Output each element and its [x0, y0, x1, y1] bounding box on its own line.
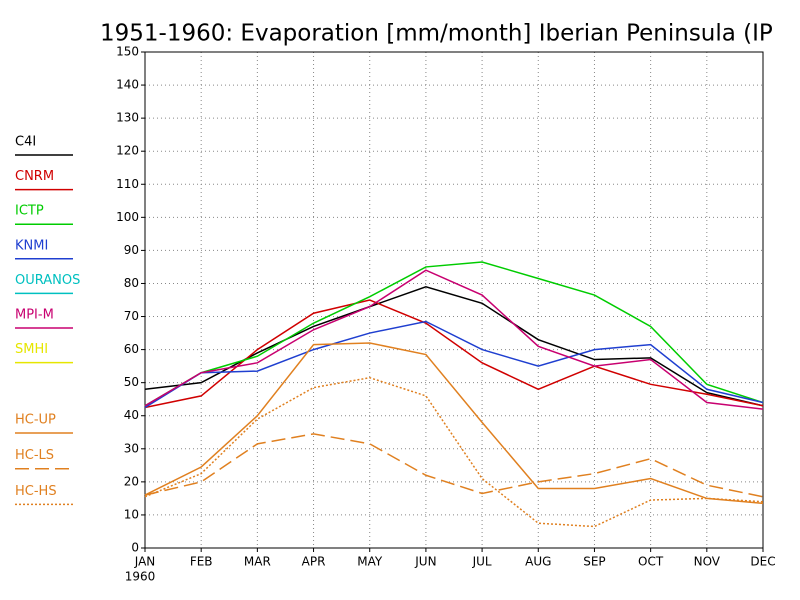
- x-tick-label: MAY: [357, 555, 383, 569]
- legend-label: C4I: [15, 135, 36, 150]
- y-tick-label: 80: [124, 276, 139, 290]
- series-line: [144, 320, 764, 409]
- x-tick-label: AUG: [525, 555, 551, 569]
- x-tick-label: JAN: [134, 555, 156, 569]
- y-tick-label: 100: [116, 210, 139, 224]
- x-tick-label: NOV: [694, 555, 721, 569]
- legend-label: HC-LS: [15, 448, 54, 463]
- legend-label: SMHI: [15, 342, 48, 357]
- x-tick-label: JUL: [472, 555, 492, 569]
- legend-label: MPI-M: [15, 308, 54, 323]
- x-tick-label: MAR: [244, 555, 271, 569]
- y-tick-label: 110: [116, 177, 139, 191]
- legend-label: CNRM: [15, 169, 54, 184]
- legend-label: KNMI: [15, 238, 48, 253]
- year-label: 1960: [125, 570, 156, 584]
- y-tick-label: 0: [131, 541, 139, 555]
- y-tick-label: 150: [116, 45, 139, 59]
- y-tick-label: 130: [116, 111, 139, 125]
- y-tick-label: 40: [124, 408, 139, 422]
- y-tick-label: 30: [124, 441, 139, 455]
- series-line: [144, 269, 764, 410]
- y-tick-label: 70: [124, 309, 139, 323]
- x-tick-label: OCT: [638, 555, 664, 569]
- legend-label: OURANOS: [15, 273, 80, 288]
- y-tick-label: 60: [124, 342, 139, 356]
- chart-title: 1951-1960: Evaporation [mm/month] Iberia…: [100, 21, 773, 47]
- series-line: [144, 342, 764, 505]
- y-tick-label: 50: [124, 375, 139, 389]
- x-tick-label: DEC: [750, 555, 775, 569]
- series-line: [144, 299, 764, 409]
- x-tick-label: JUN: [414, 555, 436, 569]
- y-tick-label: 90: [124, 243, 139, 257]
- legend-label: HC-HS: [15, 484, 57, 499]
- series-line: [144, 433, 764, 498]
- legend-label: ICTP: [15, 204, 44, 219]
- y-tick-label: 120: [116, 144, 139, 158]
- y-tick-label: 10: [124, 507, 139, 521]
- y-tick-label: 20: [124, 474, 139, 488]
- series-line: [144, 261, 764, 407]
- plot-frame: [144, 51, 764, 549]
- legend-label: HC-UP: [15, 413, 56, 428]
- y-tick-label: 140: [116, 78, 139, 92]
- x-tick-label: FEB: [190, 555, 213, 569]
- series-line: [144, 376, 764, 528]
- x-tick-label: SEP: [583, 555, 605, 569]
- x-tick-label: APR: [302, 555, 326, 569]
